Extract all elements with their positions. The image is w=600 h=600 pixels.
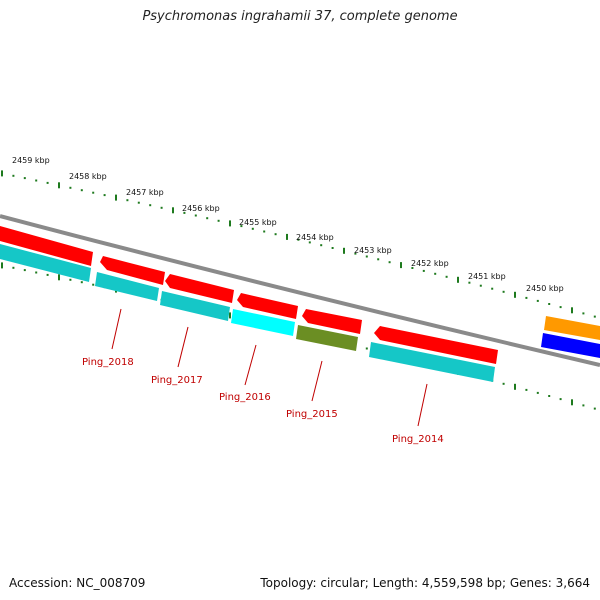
gene-arrow <box>0 226 93 266</box>
gene-label: Ping_2016 <box>219 392 271 403</box>
gene-arrow <box>544 316 600 340</box>
kbp-label: 2453 kbp <box>354 246 392 255</box>
gene-arrow <box>296 325 358 351</box>
accession-text: Accession: NC_008709 <box>9 576 146 590</box>
kbp-label: 2450 kbp <box>526 284 564 293</box>
gene-arrow <box>302 309 362 334</box>
kbp-label: 2456 kbp <box>182 204 220 213</box>
gene-leader-lines <box>111 308 428 427</box>
leader-line <box>311 360 323 402</box>
gene-arrow <box>541 333 600 358</box>
reverse-genes <box>0 244 600 382</box>
kbp-label: 2452 kbp <box>411 259 449 268</box>
genome-backbone <box>0 214 600 367</box>
gene-arrow <box>165 274 234 303</box>
gene-label: Ping_2015 <box>286 409 338 420</box>
kbp-label: 2459 kbp <box>12 156 50 165</box>
kbp-label: 2455 kbp <box>239 218 277 227</box>
map-title: Psychromonas ingrahamii 37, complete gen… <box>142 9 458 24</box>
gene-label: Ping_2014 <box>392 434 444 445</box>
leader-line <box>177 326 189 368</box>
kbp-label: 2457 kbp <box>126 188 164 197</box>
gene-label-group: Ping_2018 Ping_2017 Ping_2016 Ping_2015 … <box>82 357 444 445</box>
leader-line <box>111 308 122 350</box>
gene-arrow <box>231 309 295 336</box>
gene-arrow <box>374 326 498 364</box>
gene-arrow <box>95 272 159 301</box>
gene-arrow <box>237 293 298 319</box>
kbp-label: 2451 kbp <box>468 272 506 281</box>
genome-summary: Topology: circular; Length: 4,559,598 bp… <box>260 576 590 590</box>
gene-arrow <box>100 256 165 285</box>
gene-label: Ping_2017 <box>151 375 203 386</box>
kbp-label: 2458 kbp <box>69 172 107 181</box>
outer-tick-row <box>1 170 596 318</box>
leader-line <box>417 383 428 427</box>
leader-line <box>244 344 257 386</box>
gene-arrow <box>369 342 495 382</box>
kbp-scale: 2459 kbp 2458 kbp 2457 kbp 2456 kbp 2455… <box>12 156 564 293</box>
gene-label: Ping_2018 <box>82 357 134 368</box>
gene-arrow <box>160 291 230 321</box>
forward-genes <box>0 226 600 364</box>
gene-arrow <box>0 244 91 282</box>
kbp-label: 2454 kbp <box>296 233 334 242</box>
